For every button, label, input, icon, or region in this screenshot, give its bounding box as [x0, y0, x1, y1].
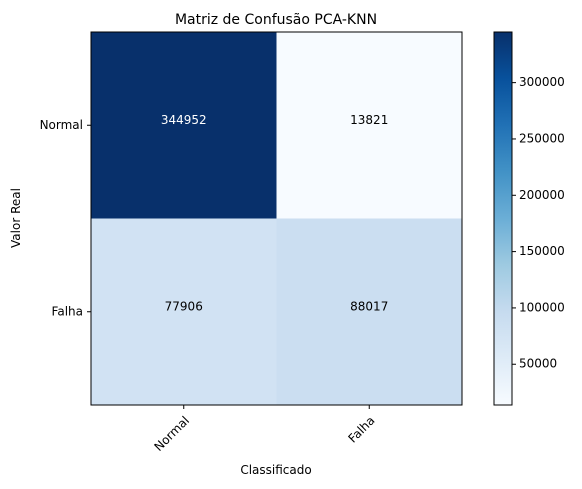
colorbar-tick-label: 150000	[519, 244, 565, 258]
colorbar-tick-label: 200000	[519, 188, 565, 202]
x-axis-label: Classificado	[240, 463, 311, 477]
y-tick-label: Falha	[52, 304, 83, 318]
x-tick-label: Falha	[345, 413, 377, 445]
colorbar	[493, 31, 513, 406]
colorbar-tick-label: 300000	[519, 75, 565, 89]
colorbar-tick-group: 50000 100000 150000 200000 250000 300000	[512, 75, 565, 371]
colorbar-tick-label: 50000	[519, 357, 557, 371]
chart-title: Matriz de Confusão PCA-KNN	[175, 12, 377, 28]
heatmap-cell	[276, 32, 462, 219]
heatmap-cells: 344952 13821 77906 88017	[91, 32, 462, 405]
cell-value-label: 88017	[350, 299, 388, 313]
colorbar-tick-label: 250000	[519, 131, 565, 145]
plot-frame	[90, 31, 463, 406]
y-tick-label: Normal	[40, 118, 83, 132]
x-tick-group: Normal Falha	[151, 405, 378, 454]
cell-value-label: 344952	[161, 113, 207, 127]
heatmap-cell	[276, 218, 462, 405]
heatmap-cell	[91, 32, 277, 219]
y-axis-label: Valor Real	[9, 188, 23, 248]
cell-value-label: 13821	[350, 113, 388, 127]
y-tick-group: Normal Falha	[40, 118, 91, 318]
colorbar-tick-label: 100000	[519, 300, 565, 314]
cell-value-label: 77906	[165, 299, 203, 313]
heatmap-cell	[91, 218, 277, 405]
x-tick-label: Normal	[151, 413, 192, 454]
